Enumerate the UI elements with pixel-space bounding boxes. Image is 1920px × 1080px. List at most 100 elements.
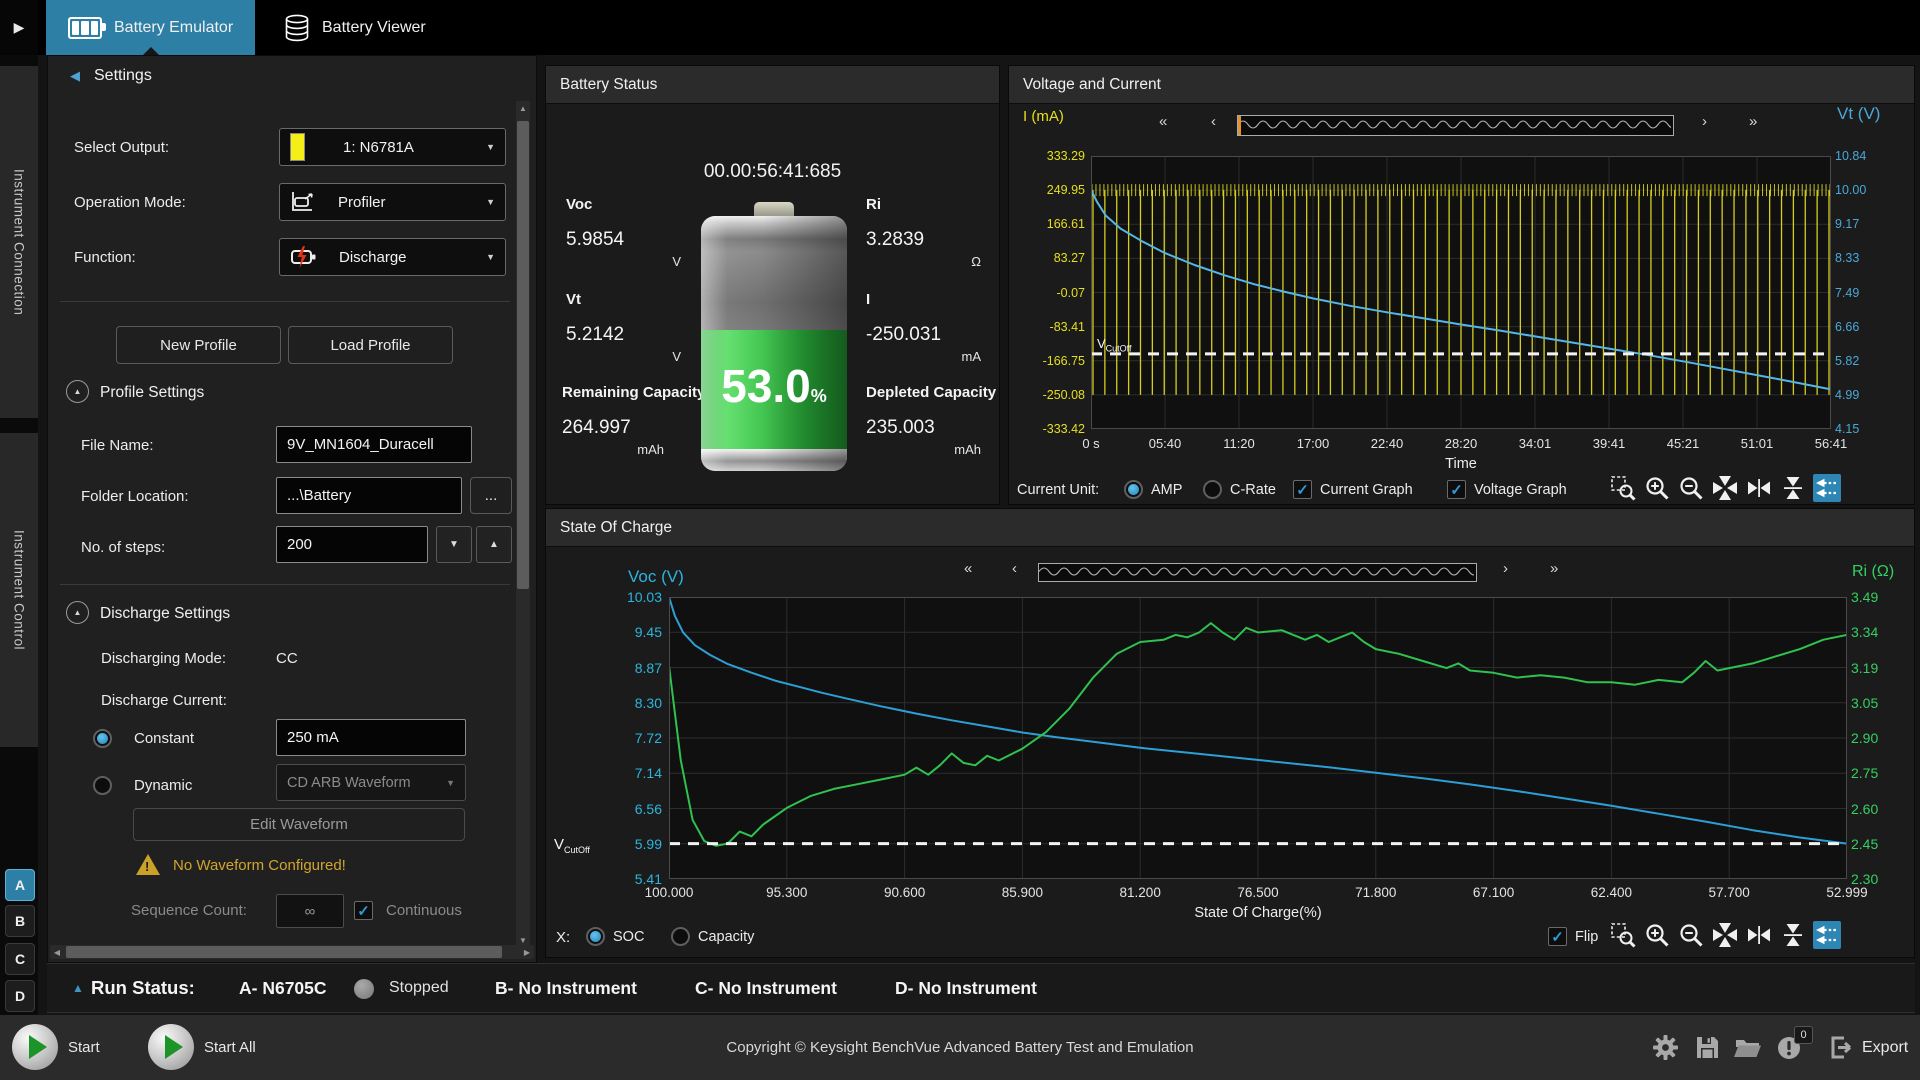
voltage-graph-checkbox[interactable] — [1447, 480, 1466, 499]
steps-input[interactable]: 200 — [276, 526, 428, 563]
edit-waveform-button[interactable]: Edit Waveform — [133, 808, 465, 841]
fit-vertical-icon-button[interactable] — [1779, 474, 1807, 502]
constant-radio[interactable] — [93, 729, 112, 748]
axis-tick: 7.49 — [1835, 285, 1860, 300]
soc-axis-ticks: 100.000 95.300 90.600 85.900 81.200 76.500 71.… — [624, 885, 1892, 901]
export-icon[interactable] — [1828, 1034, 1855, 1061]
constant-current-input[interactable]: 250 mA — [276, 719, 466, 756]
fit-vertical-icon-button[interactable] — [1779, 921, 1807, 949]
new-profile-button[interactable]: New Profile — [116, 326, 281, 364]
zoom-out-icon-button[interactable] — [1677, 474, 1705, 502]
operation-mode-dropdown[interactable]: Profiler ▼ — [279, 183, 506, 221]
pan-left-icon-button[interactable]: ‹ — [1211, 113, 1216, 130]
waveform-overview-strip[interactable] — [1237, 115, 1674, 136]
voltage-current-plot[interactable] — [1091, 156, 1831, 429]
chevron-down-icon: ▼ — [486, 197, 495, 207]
open-folder-icon[interactable] — [1734, 1034, 1761, 1061]
collapse-profile-settings-icon[interactable]: ▲ — [66, 380, 89, 403]
export-label[interactable]: Export — [1862, 1039, 1909, 1056]
error-log-icon[interactable]: 0 — [1776, 1026, 1813, 1061]
axis-tick: 2.60 — [1851, 800, 1879, 817]
zoom-in-icon-button[interactable] — [1643, 921, 1671, 949]
collapse-settings-icon[interactable]: ◀ — [70, 68, 80, 83]
voltage-current-panel: Voltage and Current « ‹ › » I (mA) Vt (V… — [1008, 65, 1915, 505]
pan-far-right-icon-button[interactable]: » — [1550, 560, 1559, 577]
scrollbar-thumb[interactable] — [66, 946, 502, 958]
axis-tick: 62.400 — [1590, 885, 1633, 900]
settings-vertical-scrollbar[interactable]: ▲ ▼ — [516, 101, 530, 947]
pan-far-left-icon-button[interactable]: « — [1159, 113, 1168, 130]
axis-tick: 5.99 — [634, 835, 662, 852]
scroll-up-icon[interactable]: ▲ — [519, 103, 527, 113]
axis-tick: -333.42 — [1042, 422, 1085, 436]
sidebar-item-instrument-connection[interactable]: Instrument Connection — [0, 66, 38, 418]
soc-radio[interactable] — [586, 927, 605, 946]
fit-both-icon-button[interactable] — [1711, 921, 1739, 949]
folder-location-input[interactable]: ...\Battery — [276, 477, 462, 514]
zoom-box-icon-button[interactable] — [1609, 921, 1637, 949]
fit-both-icon-button[interactable] — [1711, 474, 1739, 502]
c-rate-radio[interactable] — [1203, 480, 1222, 499]
axis-tick: 6.56 — [634, 800, 662, 817]
pan-right-icon-button[interactable]: › — [1503, 560, 1508, 577]
axis-tick: 22:40 — [1370, 436, 1404, 451]
scroll-right-icon[interactable]: ▶ — [523, 947, 531, 957]
axis-tick: 3.19 — [1851, 659, 1879, 676]
vc-chart-toolbar — [1609, 474, 1841, 502]
capacity-radio[interactable] — [671, 927, 690, 946]
zoom-out-icon-button[interactable] — [1677, 921, 1705, 949]
steps-decrement-button[interactable]: ▼ — [436, 526, 472, 563]
zoom-in-icon-button[interactable] — [1643, 474, 1671, 502]
discharge-battery-icon — [291, 246, 316, 268]
channel-button-d[interactable]: D — [5, 980, 35, 1012]
scrollbar-thumb[interactable] — [517, 121, 529, 589]
tab-battery-viewer[interactable]: Battery Viewer — [262, 0, 448, 55]
collapse-run-status-icon[interactable]: ▲ — [72, 981, 84, 995]
channel-button-b[interactable]: B — [5, 905, 35, 937]
load-profile-button[interactable]: Load Profile — [288, 326, 453, 364]
axis-tick: 10.84 — [1835, 149, 1867, 163]
zoom-box-icon-button[interactable] — [1609, 474, 1637, 502]
dynamic-radio[interactable] — [93, 776, 112, 795]
channel-button-a[interactable]: A — [5, 869, 35, 901]
track-left-icon-button[interactable] — [1813, 921, 1841, 949]
start-button[interactable] — [12, 1024, 58, 1070]
soc-overview-strip[interactable] — [1038, 563, 1477, 582]
fit-horizontal-icon-button[interactable] — [1745, 921, 1773, 949]
pan-far-right-icon-button[interactable]: » — [1749, 113, 1758, 130]
pan-far-left-icon-button[interactable]: « — [964, 560, 973, 577]
fit-horizontal-icon-button[interactable] — [1745, 474, 1773, 502]
operation-mode-value: Profiler — [338, 193, 386, 211]
tab-battery-emulator[interactable]: Battery Emulator — [46, 0, 256, 55]
function-dropdown[interactable]: Discharge ▼ — [279, 238, 506, 276]
select-output-dropdown[interactable]: 1: N6781A ▼ — [279, 128, 506, 166]
current-graph-checkbox[interactable] — [1293, 480, 1312, 499]
axis-tick: 2.90 — [1851, 730, 1879, 746]
save-icon[interactable] — [1694, 1034, 1721, 1061]
continuous-checkbox[interactable] — [354, 901, 373, 920]
scroll-down-icon[interactable]: ▼ — [519, 935, 527, 945]
pan-right-icon-button[interactable]: › — [1702, 113, 1707, 130]
scroll-left-icon[interactable]: ◀ — [53, 947, 61, 957]
start-all-button[interactable] — [148, 1024, 194, 1070]
run-status-channel-c: C- No Instrument — [695, 978, 837, 998]
settings-horizontal-scrollbar[interactable]: ◀ ▶ — [50, 945, 534, 959]
sequence-count-input[interactable]: ∞ — [276, 894, 344, 928]
vcutoff-label: VCutOff — [1097, 336, 1132, 354]
active-tab-notch — [142, 47, 159, 55]
dynamic-waveform-dropdown[interactable]: CD ARB Waveform ▼ — [276, 764, 466, 801]
collapse-discharge-settings-icon[interactable]: ▲ — [66, 601, 89, 624]
flip-checkbox[interactable] — [1548, 927, 1567, 946]
steps-increment-button[interactable]: ▲ — [476, 526, 512, 563]
axis-tick: 34:01 — [1518, 436, 1552, 451]
track-left-icon-button[interactable] — [1813, 474, 1841, 502]
collapse-rail-button[interactable]: ▶ — [0, 0, 38, 55]
pan-left-icon-button[interactable]: ‹ — [1012, 560, 1017, 577]
channel-button-c[interactable]: C — [5, 943, 35, 975]
sidebar-item-instrument-control[interactable]: Instrument Control — [0, 433, 38, 747]
browse-folder-button[interactable]: ... — [470, 477, 512, 514]
gear-icon[interactable] — [1652, 1034, 1679, 1061]
file-name-input[interactable]: 9V_MN1604_Duracell — [276, 426, 472, 463]
state-of-charge-plot[interactable] — [669, 597, 1847, 879]
amp-radio[interactable] — [1124, 480, 1143, 499]
